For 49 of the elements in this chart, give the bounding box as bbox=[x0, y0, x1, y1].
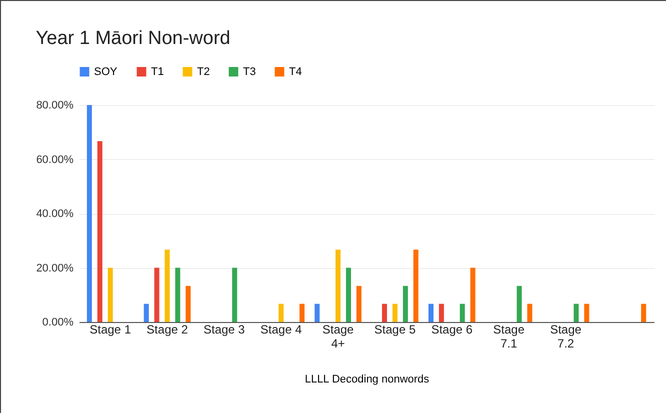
x-tick-label: Stage 7.1 bbox=[493, 322, 525, 350]
bar bbox=[438, 304, 444, 322]
bar bbox=[382, 304, 388, 322]
x-tick-label: Stage 1 bbox=[90, 322, 132, 336]
bar bbox=[164, 250, 170, 322]
bar bbox=[346, 268, 351, 322]
bar bbox=[314, 304, 320, 322]
y-tick-label: 60.00% bbox=[36, 154, 74, 166]
bar bbox=[300, 304, 305, 322]
x-tick-label: Stage 3 bbox=[203, 322, 246, 336]
bar bbox=[413, 250, 418, 322]
bar bbox=[641, 304, 646, 322]
legend-label: T4 bbox=[289, 66, 302, 78]
bar bbox=[336, 250, 341, 322]
bar bbox=[175, 268, 180, 322]
bar bbox=[97, 141, 102, 322]
bar bbox=[154, 268, 160, 322]
bar bbox=[460, 304, 465, 322]
bar bbox=[402, 286, 408, 322]
bar bbox=[86, 105, 92, 322]
x-tick-label: Stage 2 bbox=[146, 322, 188, 336]
chart-title: Year 1 Māori Non-word bbox=[36, 28, 230, 49]
x-tick-label: Stage 4+ bbox=[322, 322, 354, 350]
bar bbox=[574, 304, 579, 322]
x-tick-label: Stage 6 bbox=[431, 322, 473, 336]
bar bbox=[232, 268, 238, 322]
bar bbox=[108, 268, 113, 322]
legend-label: SOY bbox=[94, 66, 118, 78]
y-tick-label: 0.00% bbox=[42, 316, 74, 328]
bar bbox=[356, 286, 362, 322]
bar bbox=[527, 304, 532, 322]
bar bbox=[144, 304, 149, 322]
x-tick-label: Stage 5 bbox=[374, 322, 416, 336]
bar bbox=[516, 286, 522, 322]
bar bbox=[392, 304, 398, 322]
x-axis-title: LLLL Decoding nonwords bbox=[304, 374, 430, 386]
bar bbox=[584, 304, 590, 322]
legend-label: T2 bbox=[197, 66, 210, 78]
x-tick-label: Stage 7.2 bbox=[550, 322, 582, 350]
legend-label: T1 bbox=[151, 66, 164, 78]
bar bbox=[428, 304, 434, 322]
bar bbox=[186, 286, 191, 322]
y-tick-label: 80.00% bbox=[36, 100, 74, 112]
y-tick-label: 40.00% bbox=[36, 208, 74, 220]
bar bbox=[278, 304, 284, 322]
bar bbox=[470, 268, 476, 322]
y-tick-label: 20.00% bbox=[36, 262, 74, 274]
legend-label: T3 bbox=[243, 66, 256, 78]
x-tick-label: Stage 4 bbox=[260, 322, 302, 336]
